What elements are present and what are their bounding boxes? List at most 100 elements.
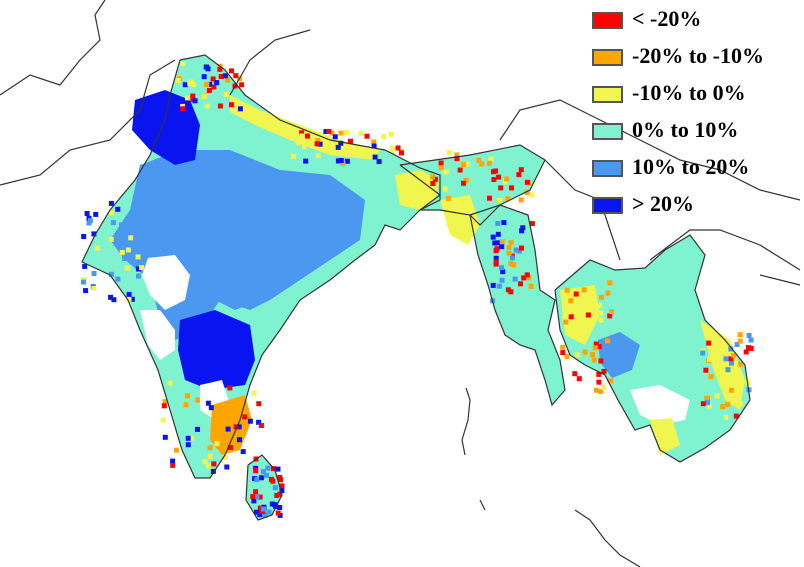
grid-cell bbox=[340, 160, 346, 166]
grid-cell bbox=[108, 236, 114, 242]
grid-cell bbox=[87, 218, 93, 224]
grid-cell bbox=[381, 134, 387, 140]
grid-cell bbox=[432, 176, 438, 182]
grid-cell bbox=[109, 210, 115, 216]
grid-cell bbox=[233, 424, 239, 430]
grid-cell bbox=[275, 510, 281, 516]
grid-cell bbox=[605, 290, 611, 296]
yellow-zone-mekong bbox=[650, 418, 680, 455]
grid-cell bbox=[233, 73, 239, 79]
grid-cell bbox=[225, 77, 231, 83]
grid-cell bbox=[372, 154, 378, 160]
grid-cell bbox=[493, 255, 499, 261]
grid-cell bbox=[222, 73, 228, 79]
grid-cell bbox=[305, 133, 310, 139]
grid-cell bbox=[201, 94, 207, 99]
grid-cell bbox=[746, 345, 751, 351]
grid-cell bbox=[295, 140, 301, 146]
grid-cell bbox=[591, 357, 597, 363]
grid-cell bbox=[277, 474, 283, 480]
grid-cell bbox=[601, 368, 607, 374]
grid-cell bbox=[490, 282, 496, 288]
grid-cell bbox=[343, 130, 349, 136]
grid-cell bbox=[723, 378, 729, 384]
legend-swatch bbox=[592, 12, 623, 29]
grid-cell bbox=[180, 106, 186, 112]
grid-cell bbox=[261, 506, 266, 512]
grid-cell bbox=[497, 198, 503, 203]
grid-cell bbox=[513, 247, 519, 253]
grid-cell bbox=[217, 66, 223, 72]
dark-blue-zone-deccan bbox=[178, 310, 255, 390]
grid-cell bbox=[506, 245, 512, 250]
grid-cell bbox=[700, 350, 706, 356]
grid-cell bbox=[714, 393, 720, 399]
legend-label: -10% to 0% bbox=[632, 80, 746, 105]
grid-cell bbox=[257, 512, 263, 518]
grid-cell bbox=[185, 442, 191, 448]
border-china-south bbox=[499, 99, 801, 201]
grid-cell bbox=[210, 76, 216, 82]
grid-cell bbox=[509, 255, 515, 261]
grid-cell bbox=[338, 140, 344, 146]
border-india bbox=[81, 54, 441, 479]
grid-cell bbox=[461, 180, 466, 186]
grid-cell bbox=[501, 220, 507, 225]
grid-cell bbox=[135, 266, 141, 272]
grid-cell bbox=[265, 465, 271, 471]
grid-cell bbox=[135, 254, 141, 260]
grid-cell bbox=[108, 294, 114, 300]
grid-cell bbox=[560, 344, 566, 350]
grid-cell bbox=[488, 156, 494, 162]
grid-cell bbox=[128, 254, 133, 260]
grid-cell bbox=[272, 485, 278, 491]
northeast-region bbox=[400, 145, 545, 225]
grid-cell bbox=[315, 138, 321, 144]
grid-cell bbox=[608, 378, 614, 384]
grid-cell bbox=[364, 133, 370, 139]
grid-cell bbox=[442, 186, 448, 192]
grid-cell bbox=[560, 350, 566, 356]
grid-cell bbox=[519, 228, 525, 234]
grid-cell bbox=[508, 240, 514, 246]
grid-cell bbox=[124, 217, 130, 223]
grid-cell bbox=[202, 459, 208, 465]
grid-cell bbox=[500, 269, 506, 275]
legend-label: > 20% bbox=[632, 191, 695, 216]
grid-cell bbox=[228, 445, 233, 450]
grid-cell bbox=[743, 349, 749, 355]
border-afghanistan bbox=[0, 0, 106, 96]
grid-cell bbox=[266, 509, 272, 515]
grid-cell bbox=[335, 158, 341, 164]
grid-cell bbox=[210, 468, 216, 474]
grid-cell bbox=[195, 426, 200, 432]
legend-label: -20% to -10% bbox=[632, 43, 764, 68]
border-hainan bbox=[759, 274, 801, 286]
grid-cell bbox=[430, 174, 435, 180]
grid-cell bbox=[444, 168, 450, 174]
grid-cell bbox=[122, 256, 128, 261]
grid-cell bbox=[725, 401, 731, 407]
border-northeast bbox=[399, 144, 546, 226]
grid-cell bbox=[139, 265, 145, 271]
grid-cell bbox=[430, 181, 436, 186]
grid-cell bbox=[205, 66, 211, 72]
grid-cell bbox=[607, 280, 613, 286]
grid-cell bbox=[115, 276, 121, 282]
grid-cell bbox=[460, 162, 466, 168]
grid-cell bbox=[601, 384, 607, 390]
grid-cell bbox=[94, 245, 100, 251]
grid-cell bbox=[81, 279, 86, 285]
grid-cell bbox=[207, 453, 213, 459]
grid-cell bbox=[314, 141, 320, 147]
grid-cell bbox=[257, 509, 263, 514]
grid-cell bbox=[115, 206, 121, 212]
grid-cell bbox=[208, 405, 214, 411]
grid-cell bbox=[258, 423, 264, 428]
grid-cell bbox=[598, 310, 604, 316]
grid-cell bbox=[464, 161, 470, 167]
grid-cell bbox=[746, 333, 752, 338]
grid-cell bbox=[218, 74, 224, 79]
